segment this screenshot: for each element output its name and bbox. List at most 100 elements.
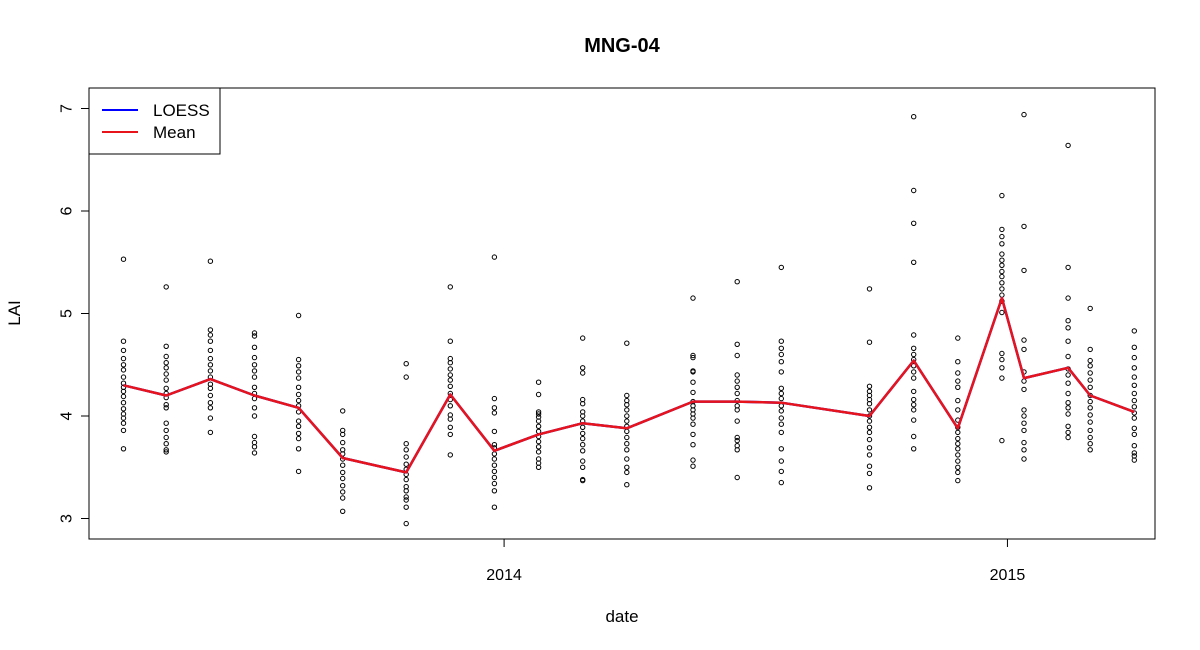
x-tick-label: 2014 <box>486 567 522 584</box>
data-point <box>911 375 917 381</box>
data-point <box>624 402 630 408</box>
data-point <box>1021 413 1027 419</box>
data-points <box>120 111 1138 527</box>
data-point <box>1021 378 1027 384</box>
data-point <box>778 479 784 486</box>
data-point <box>207 362 214 368</box>
data-point <box>580 335 586 341</box>
data-point <box>403 494 409 500</box>
data-point <box>955 464 961 470</box>
data-point <box>207 400 214 406</box>
data-point <box>447 284 453 290</box>
data-point <box>403 476 409 483</box>
data-point <box>1087 305 1093 312</box>
data-point <box>251 433 258 440</box>
data-point <box>690 352 696 359</box>
data-point <box>778 415 784 421</box>
data-point <box>999 309 1005 316</box>
data-point <box>955 477 961 484</box>
data-point <box>734 384 740 390</box>
data-point <box>491 405 498 411</box>
data-point <box>447 431 453 438</box>
data-point <box>120 400 127 406</box>
data-point <box>447 424 453 430</box>
data-point <box>778 369 784 375</box>
chart-title: MNG-04 <box>584 35 660 57</box>
data-point <box>1021 407 1027 413</box>
data-point <box>778 458 784 464</box>
x-tick-label: 2015 <box>990 567 1026 584</box>
data-point <box>690 369 696 375</box>
data-point <box>955 458 961 464</box>
data-point <box>163 371 169 377</box>
data-point <box>491 474 498 481</box>
data-point <box>999 262 1005 268</box>
data-point <box>911 433 917 440</box>
data-point <box>1087 377 1093 383</box>
data-point <box>1065 142 1071 149</box>
data-point <box>491 428 498 435</box>
data-point <box>535 423 542 429</box>
data-point <box>1065 353 1071 360</box>
data-point <box>955 335 961 341</box>
data-point <box>120 338 127 344</box>
data-point <box>1131 450 1138 456</box>
data-point <box>778 408 784 414</box>
data-point <box>866 401 873 407</box>
data-point <box>403 520 409 527</box>
data-point <box>866 286 873 292</box>
data-point <box>491 451 498 457</box>
data-point <box>1131 354 1138 361</box>
data-point <box>778 359 784 365</box>
data-point <box>295 446 302 452</box>
data-point <box>1065 390 1071 397</box>
data-point <box>955 469 961 476</box>
data-point <box>778 338 784 344</box>
data-point <box>866 339 873 345</box>
data-point <box>734 437 740 444</box>
data-point <box>1131 328 1138 334</box>
data-point <box>1065 318 1071 324</box>
data-point <box>163 449 169 455</box>
data-point <box>120 446 127 452</box>
legend: LOESS Mean <box>88 87 221 155</box>
data-point <box>340 495 346 501</box>
data-point <box>624 469 630 476</box>
data-point <box>690 431 696 438</box>
data-point <box>1087 434 1093 441</box>
series-line-loess <box>123 296 1135 474</box>
data-point <box>251 444 258 450</box>
data-point <box>207 368 214 374</box>
data-point <box>491 504 498 510</box>
data-point <box>535 449 542 455</box>
data-point <box>1021 447 1027 453</box>
data-point <box>120 362 127 368</box>
data-point <box>403 454 409 460</box>
data-point <box>251 450 258 456</box>
data-point <box>955 378 961 384</box>
data-point <box>207 347 214 354</box>
data-point <box>1021 420 1027 426</box>
data-point <box>163 405 169 411</box>
data-point <box>955 441 961 447</box>
data-point <box>778 403 784 409</box>
data-point <box>403 497 409 503</box>
data-point <box>955 370 961 376</box>
y-axis: 3 4 5 6 7 <box>59 104 90 523</box>
data-point <box>1021 346 1027 353</box>
data-point <box>1087 412 1093 418</box>
data-point <box>1087 441 1093 447</box>
data-point <box>1021 337 1027 343</box>
data-point <box>999 286 1005 292</box>
data-point <box>491 410 498 416</box>
data-point <box>1065 434 1071 441</box>
data-point <box>491 480 498 487</box>
data-point <box>1087 427 1093 434</box>
data-point <box>251 368 258 374</box>
data-point <box>295 369 302 375</box>
data-point <box>690 354 696 361</box>
x-axis: 2014 2015 <box>486 538 1026 584</box>
data-point <box>163 420 169 426</box>
data-point <box>580 413 586 419</box>
data-point <box>1065 411 1071 417</box>
